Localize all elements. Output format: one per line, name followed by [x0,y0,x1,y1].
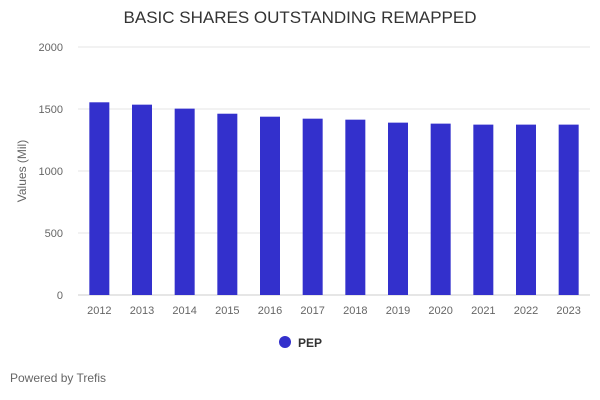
y-tick-label: 1500 [39,104,63,116]
y-tick-label: 2000 [39,42,63,54]
x-tick-label: 2014 [172,305,196,317]
bar-2019 [388,122,408,295]
bar-2021 [473,124,494,296]
bar-2012 [89,102,110,295]
y-axis-label: Values (Mil) [15,140,29,202]
x-tick-label: 2022 [514,305,538,317]
bar-2013 [132,104,152,295]
y-tick-label: 500 [45,228,63,240]
x-tick-label: 2023 [556,305,580,317]
y-tick-label: 0 [57,290,63,302]
x-tick-label: 2018 [343,305,367,317]
x-tick-label: 2015 [215,305,239,317]
bar-2018 [345,119,366,295]
x-tick-label: 2013 [130,305,154,317]
x-tick-label: 2019 [386,305,410,317]
x-tick-label: 2016 [258,305,282,317]
bar-2023 [558,124,579,296]
bar-2015 [217,113,238,295]
powered-by-credit[interactable]: Powered by Trefis [10,371,107,385]
bar-2020 [430,123,451,295]
bar-2017 [302,118,323,295]
x-tick-label: 2012 [87,305,111,317]
y-tick-label: 1000 [39,166,63,178]
chart-title: BASIC SHARES OUTSTANDING REMAPPED [123,8,477,27]
bar-2022 [516,124,536,296]
legend-marker [279,336,291,348]
legend-label: PEP [298,336,322,350]
bar-2016 [260,116,280,295]
x-tick-label: 2021 [471,305,495,317]
x-tick-label: 2017 [300,305,324,317]
x-tick-label: 2020 [428,305,452,317]
bar-2014 [174,108,195,296]
